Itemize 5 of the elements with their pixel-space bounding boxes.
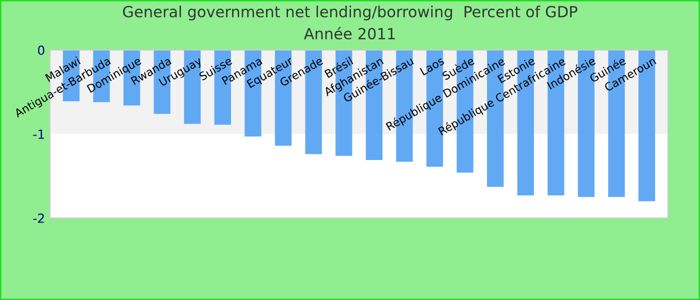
chart-title: General government net lending/borrowing Percent of GDP — [123, 6, 578, 20]
y-tick-label: -2 — [33, 213, 44, 223]
y-tick-label: 0 — [38, 45, 44, 55]
y-tick-label: -1 — [33, 130, 44, 139]
chart-subtitle: Année 2011 — [304, 26, 395, 40]
